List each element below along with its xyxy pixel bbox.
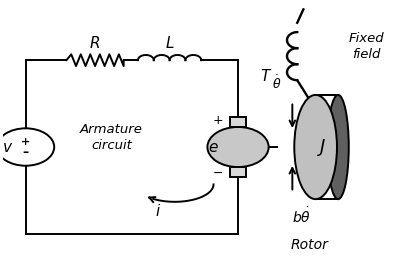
Ellipse shape xyxy=(328,95,349,199)
Text: $R$: $R$ xyxy=(90,35,101,51)
Text: −: − xyxy=(213,167,224,180)
Text: $\dot\theta$: $\dot\theta$ xyxy=(272,74,281,92)
Text: Rotor: Rotor xyxy=(291,238,328,252)
Text: –: – xyxy=(23,146,28,159)
Text: Armature: Armature xyxy=(80,123,143,136)
Text: field: field xyxy=(352,48,381,61)
Circle shape xyxy=(0,128,54,166)
Text: $T$: $T$ xyxy=(260,68,272,84)
Circle shape xyxy=(207,127,268,167)
Text: $b\dot{\theta}$: $b\dot{\theta}$ xyxy=(292,207,311,226)
Text: +: + xyxy=(213,114,224,127)
Text: $v$: $v$ xyxy=(2,140,14,154)
Bar xyxy=(230,167,246,177)
Ellipse shape xyxy=(294,95,337,199)
Text: circuit: circuit xyxy=(91,139,132,152)
Text: +: + xyxy=(21,137,30,147)
Text: $L$: $L$ xyxy=(165,35,175,51)
Text: $e$: $e$ xyxy=(208,140,219,154)
Bar xyxy=(230,117,246,127)
Text: Fixed: Fixed xyxy=(349,32,385,45)
Text: $J$: $J$ xyxy=(317,137,327,157)
Text: $i$: $i$ xyxy=(155,203,161,219)
